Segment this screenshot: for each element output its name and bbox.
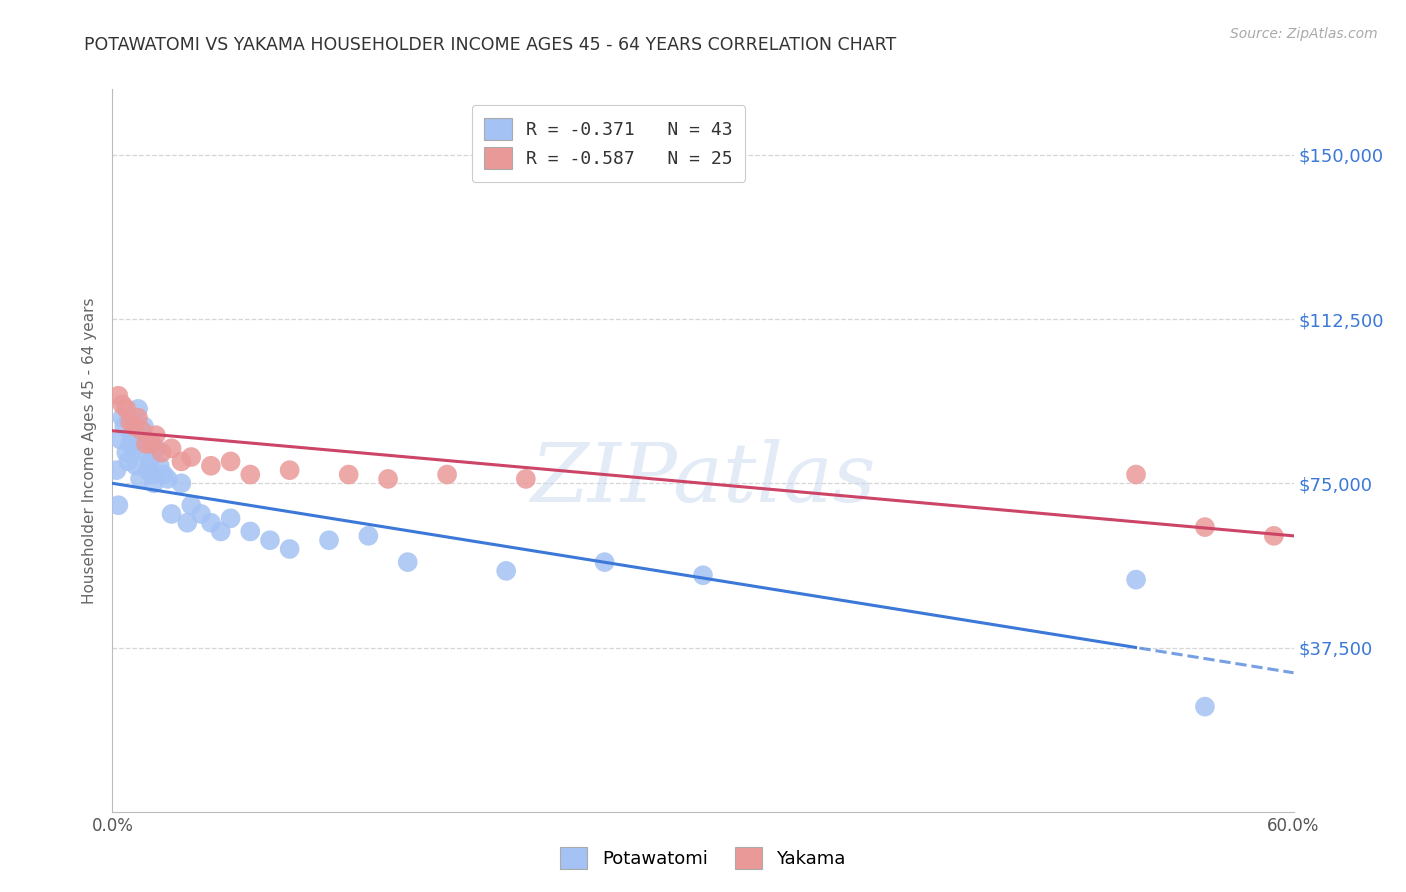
- Text: POTAWATOMI VS YAKAMA HOUSEHOLDER INCOME AGES 45 - 64 YEARS CORRELATION CHART: POTAWATOMI VS YAKAMA HOUSEHOLDER INCOME …: [84, 36, 897, 54]
- Point: [142, 476, 165, 491]
- Point: [219, 511, 242, 525]
- Point: [135, 437, 157, 451]
- Point: [105, 463, 128, 477]
- Point: [377, 472, 399, 486]
- Point: [141, 467, 163, 482]
- Point: [1125, 467, 1147, 482]
- Point: [436, 467, 458, 482]
- Point: [131, 433, 153, 447]
- Point: [1263, 529, 1285, 543]
- Point: [122, 442, 145, 456]
- Point: [122, 419, 145, 434]
- Point: [180, 450, 202, 464]
- Point: [152, 467, 174, 482]
- Point: [132, 419, 155, 434]
- Point: [149, 458, 172, 473]
- Point: [357, 529, 380, 543]
- Point: [259, 533, 281, 548]
- Point: [176, 516, 198, 530]
- Point: [110, 433, 132, 447]
- Point: [200, 458, 222, 473]
- Point: [120, 415, 142, 429]
- Point: [145, 442, 167, 456]
- Point: [515, 472, 537, 486]
- Point: [239, 467, 262, 482]
- Point: [209, 524, 232, 539]
- Point: [125, 458, 148, 473]
- Point: [115, 445, 138, 459]
- Point: [1194, 520, 1216, 534]
- Point: [131, 424, 153, 438]
- Point: [160, 507, 183, 521]
- Point: [593, 555, 616, 569]
- Point: [170, 454, 193, 468]
- Point: [145, 428, 167, 442]
- Point: [135, 445, 157, 459]
- Point: [239, 524, 262, 539]
- Legend: R = -0.371   N = 43, R = -0.587   N = 25: R = -0.371 N = 43, R = -0.587 N = 25: [472, 105, 745, 182]
- Point: [278, 463, 301, 477]
- Point: [692, 568, 714, 582]
- Point: [278, 541, 301, 556]
- Point: [156, 472, 179, 486]
- Point: [129, 472, 152, 486]
- Point: [160, 442, 183, 456]
- Point: [495, 564, 517, 578]
- Point: [117, 454, 139, 468]
- Point: [1125, 573, 1147, 587]
- Point: [318, 533, 340, 548]
- Point: [111, 410, 134, 425]
- Point: [150, 445, 173, 459]
- Point: [111, 397, 134, 411]
- Text: ZIPatlas: ZIPatlas: [530, 440, 876, 519]
- Point: [120, 437, 142, 451]
- Legend: Potawatomi, Yakama: Potawatomi, Yakama: [551, 838, 855, 879]
- Point: [139, 454, 162, 468]
- Point: [190, 507, 212, 521]
- Point: [219, 454, 242, 468]
- Point: [121, 428, 143, 442]
- Point: [136, 463, 159, 477]
- Point: [115, 401, 138, 416]
- Point: [127, 401, 149, 416]
- Point: [107, 498, 129, 512]
- Point: [170, 476, 193, 491]
- Point: [141, 437, 163, 451]
- Point: [200, 516, 222, 530]
- Point: [112, 419, 135, 434]
- Point: [396, 555, 419, 569]
- Y-axis label: Householder Income Ages 45 - 64 years: Householder Income Ages 45 - 64 years: [82, 297, 97, 604]
- Point: [1194, 699, 1216, 714]
- Point: [180, 498, 202, 512]
- Text: Source: ZipAtlas.com: Source: ZipAtlas.com: [1230, 27, 1378, 41]
- Point: [107, 389, 129, 403]
- Point: [127, 410, 149, 425]
- Point: [337, 467, 360, 482]
